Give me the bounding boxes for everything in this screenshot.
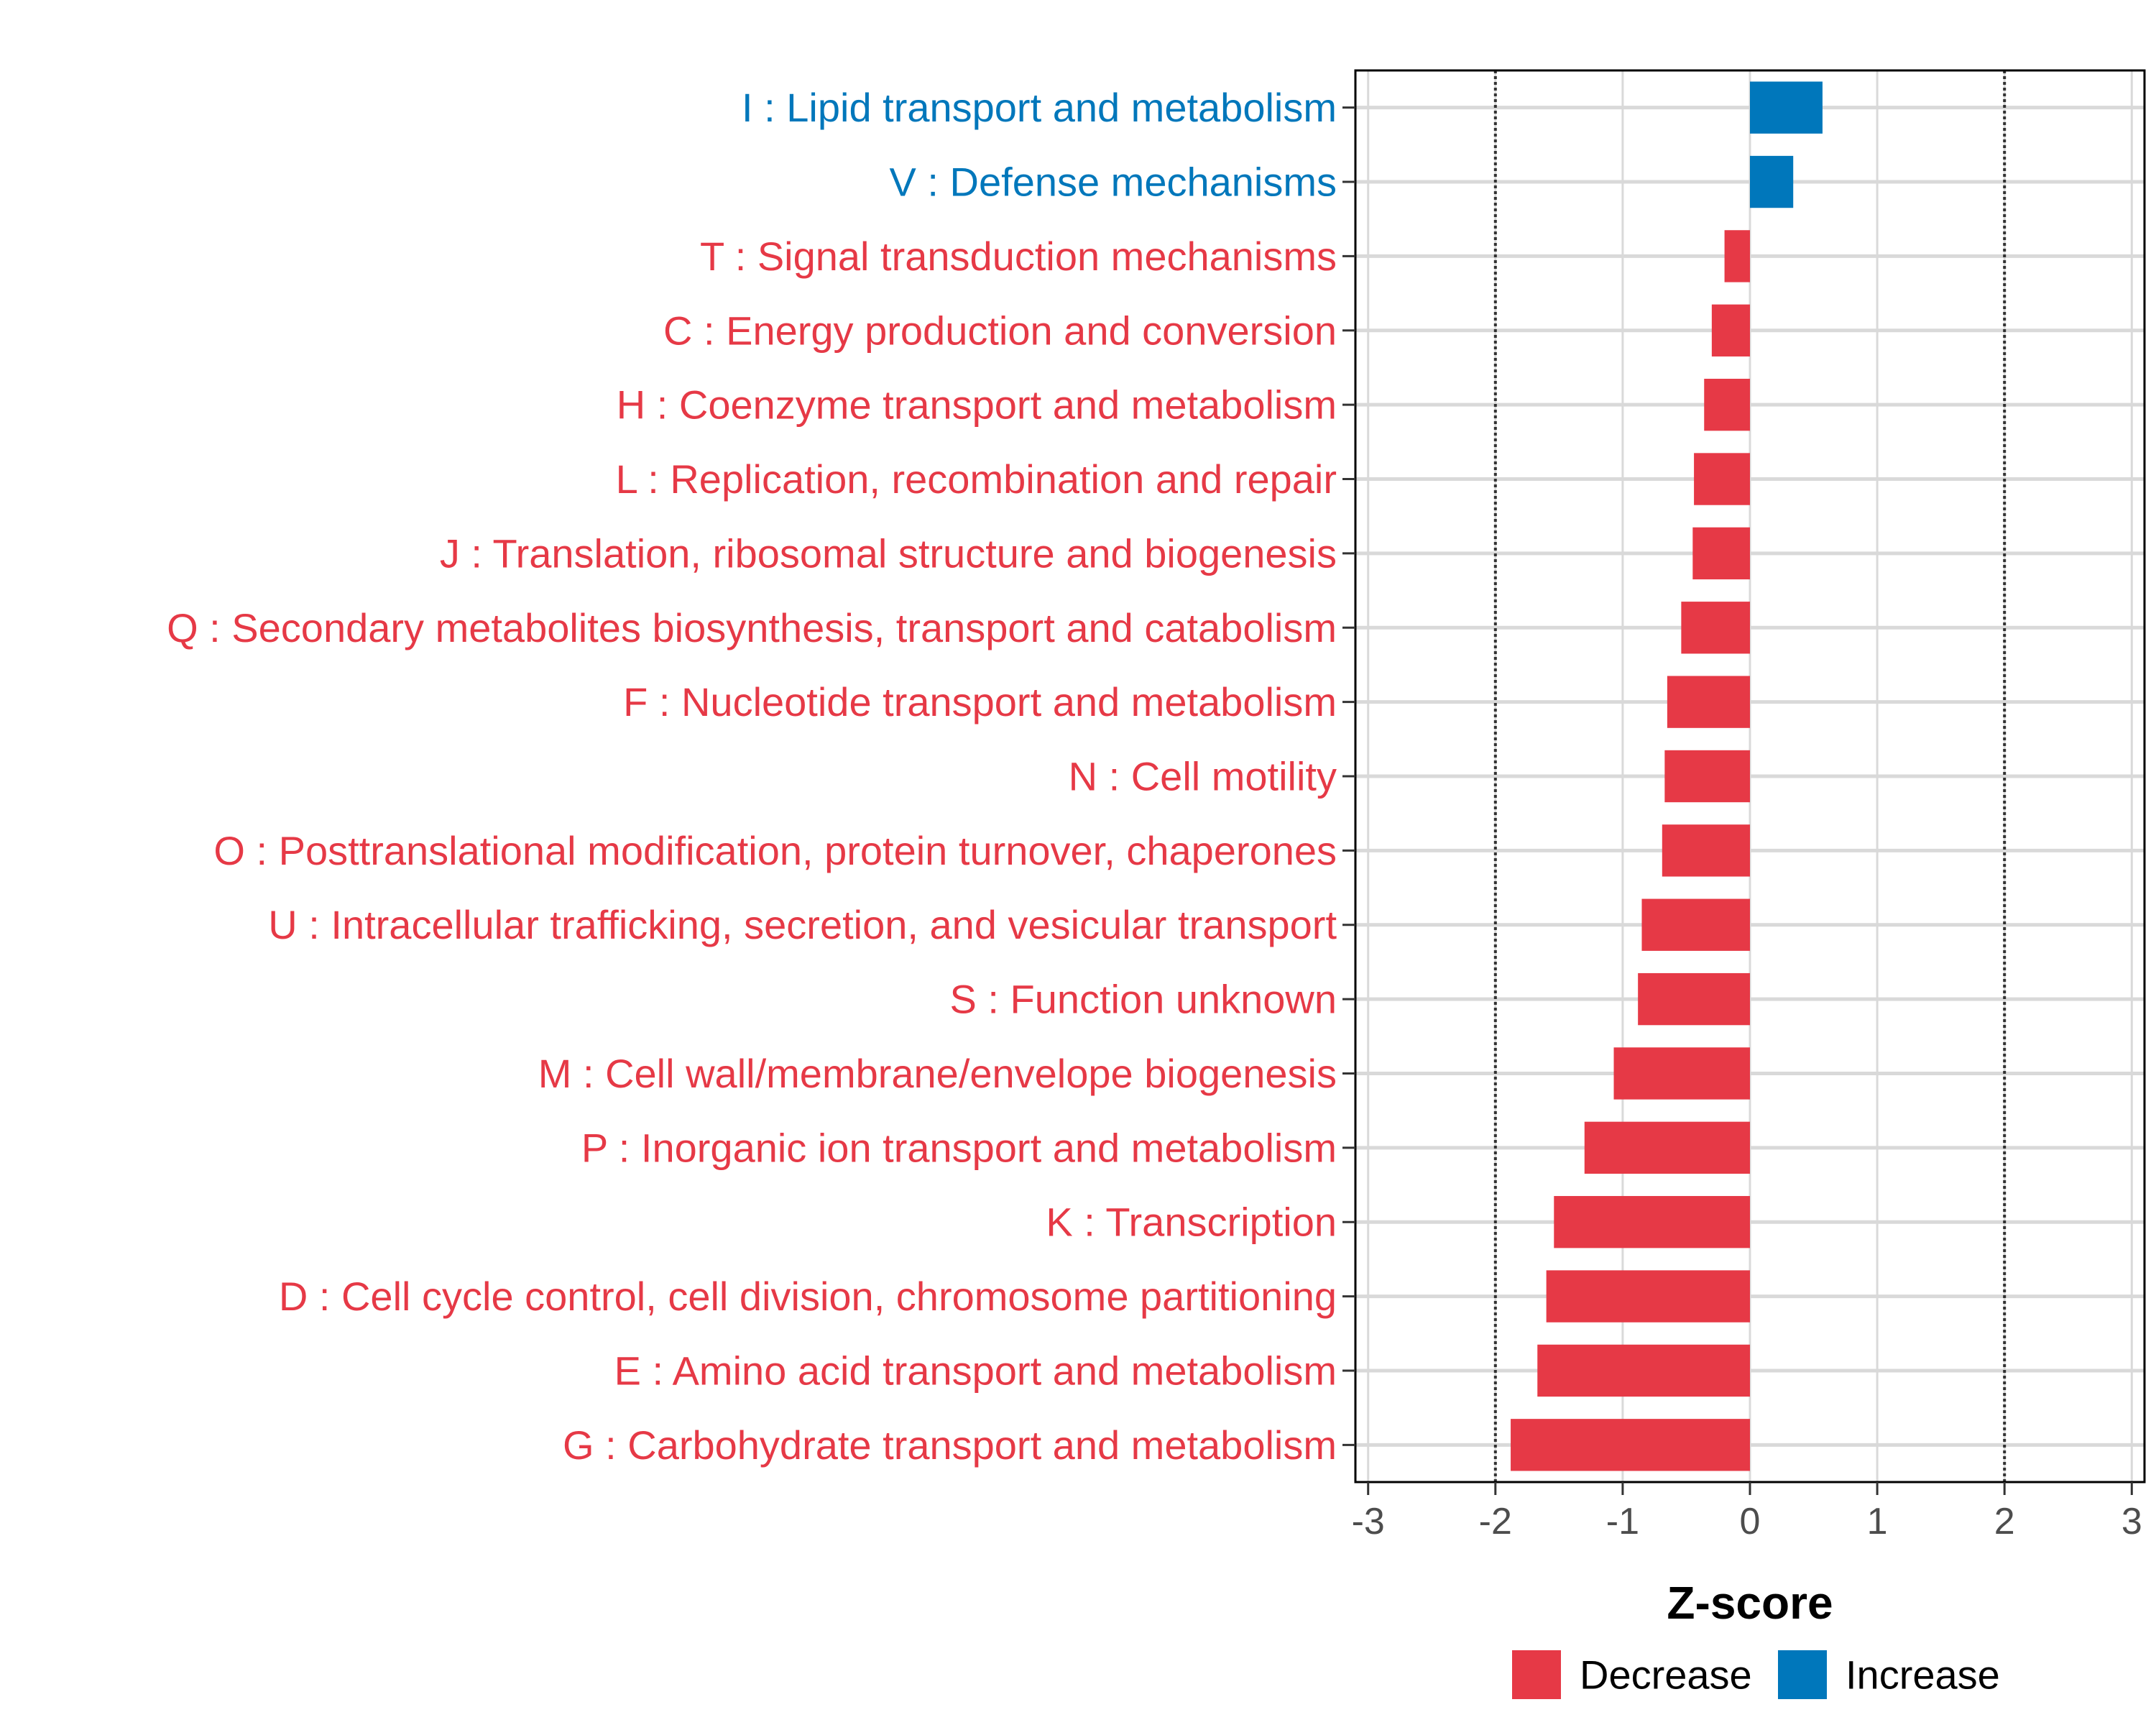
bar	[1554, 1196, 1750, 1248]
category-label: E : Amino acid transport and metabolism	[614, 1348, 1337, 1393]
category-label: O : Posttranslational modification, prot…	[213, 828, 1337, 873]
bar	[1584, 1121, 1750, 1174]
legend: Decrease Increase	[1512, 1650, 2000, 1699]
bar	[1667, 676, 1750, 728]
category-label: V : Defense mechanisms	[890, 160, 1337, 205]
category-label: C : Energy production and conversion	[663, 308, 1337, 353]
bar	[1664, 750, 1750, 803]
bar	[1704, 378, 1750, 431]
bar	[1750, 155, 1794, 208]
legend-label: Increase	[1846, 1652, 2000, 1698]
bar	[1662, 824, 1750, 877]
category-label: K : Transcription	[1046, 1200, 1337, 1245]
bars-layer	[1511, 81, 1823, 1471]
category-label: P : Inorganic ion transport and metaboli…	[581, 1125, 1337, 1170]
bar	[1750, 81, 1823, 134]
x-tick-label: 3	[2122, 1501, 2142, 1542]
x-tick-label: -1	[1606, 1501, 1639, 1542]
category-label: N : Cell motility	[1069, 754, 1337, 799]
bar	[1724, 230, 1750, 282]
category-label: Q : Secondary metabolites biosynthesis, …	[167, 605, 1337, 650]
category-label: T : Signal transduction mechanisms	[700, 234, 1337, 279]
bar	[1511, 1419, 1750, 1471]
category-labels: I : Lipid transport and metabolism V : De…	[167, 85, 1337, 1468]
bar	[1694, 453, 1750, 505]
bar	[1641, 898, 1750, 951]
category-label: S : Function unknown	[949, 977, 1337, 1022]
bar	[1546, 1270, 1750, 1322]
legend-label: Decrease	[1580, 1652, 1752, 1698]
category-label: D : Cell cycle control, cell division, c…	[279, 1274, 1337, 1319]
ticks-layer: -3 -2 -1 0 1 2 3	[1342, 106, 2142, 1542]
x-axis-title: Z-score	[1667, 1577, 1833, 1629]
legend-swatch	[1512, 1650, 1561, 1699]
category-label: I : Lipid transport and metabolism	[742, 85, 1337, 130]
bar	[1638, 972, 1750, 1026]
bar	[1537, 1344, 1750, 1397]
x-tick-label: 1	[1867, 1501, 1888, 1542]
category-label: J : Translation, ribosomal structure and…	[440, 530, 1337, 576]
category-label: G : Carbohydrate transport and metabolis…	[563, 1422, 1337, 1468]
bar	[1692, 527, 1750, 580]
bar	[1681, 602, 1750, 654]
category-label: H : Coenzyme transport and metabolism	[617, 382, 1337, 428]
legend-swatch	[1778, 1650, 1827, 1699]
x-tick-label: 0	[1740, 1501, 1761, 1542]
category-label: U : Intracellular trafficking, secretion…	[268, 902, 1337, 947]
bar	[1613, 1047, 1750, 1100]
x-tick-label: -2	[1479, 1501, 1512, 1542]
x-tick-label: -3	[1352, 1501, 1385, 1542]
category-label: L : Replication, recombination and repai…	[616, 456, 1337, 502]
category-label: M : Cell wall/membrane/envelope biogenes…	[538, 1051, 1337, 1096]
x-tick-label: 2	[1994, 1501, 2015, 1542]
category-label: F : Nucleotide transport and metabolism	[623, 679, 1337, 724]
bar	[1711, 304, 1750, 356]
